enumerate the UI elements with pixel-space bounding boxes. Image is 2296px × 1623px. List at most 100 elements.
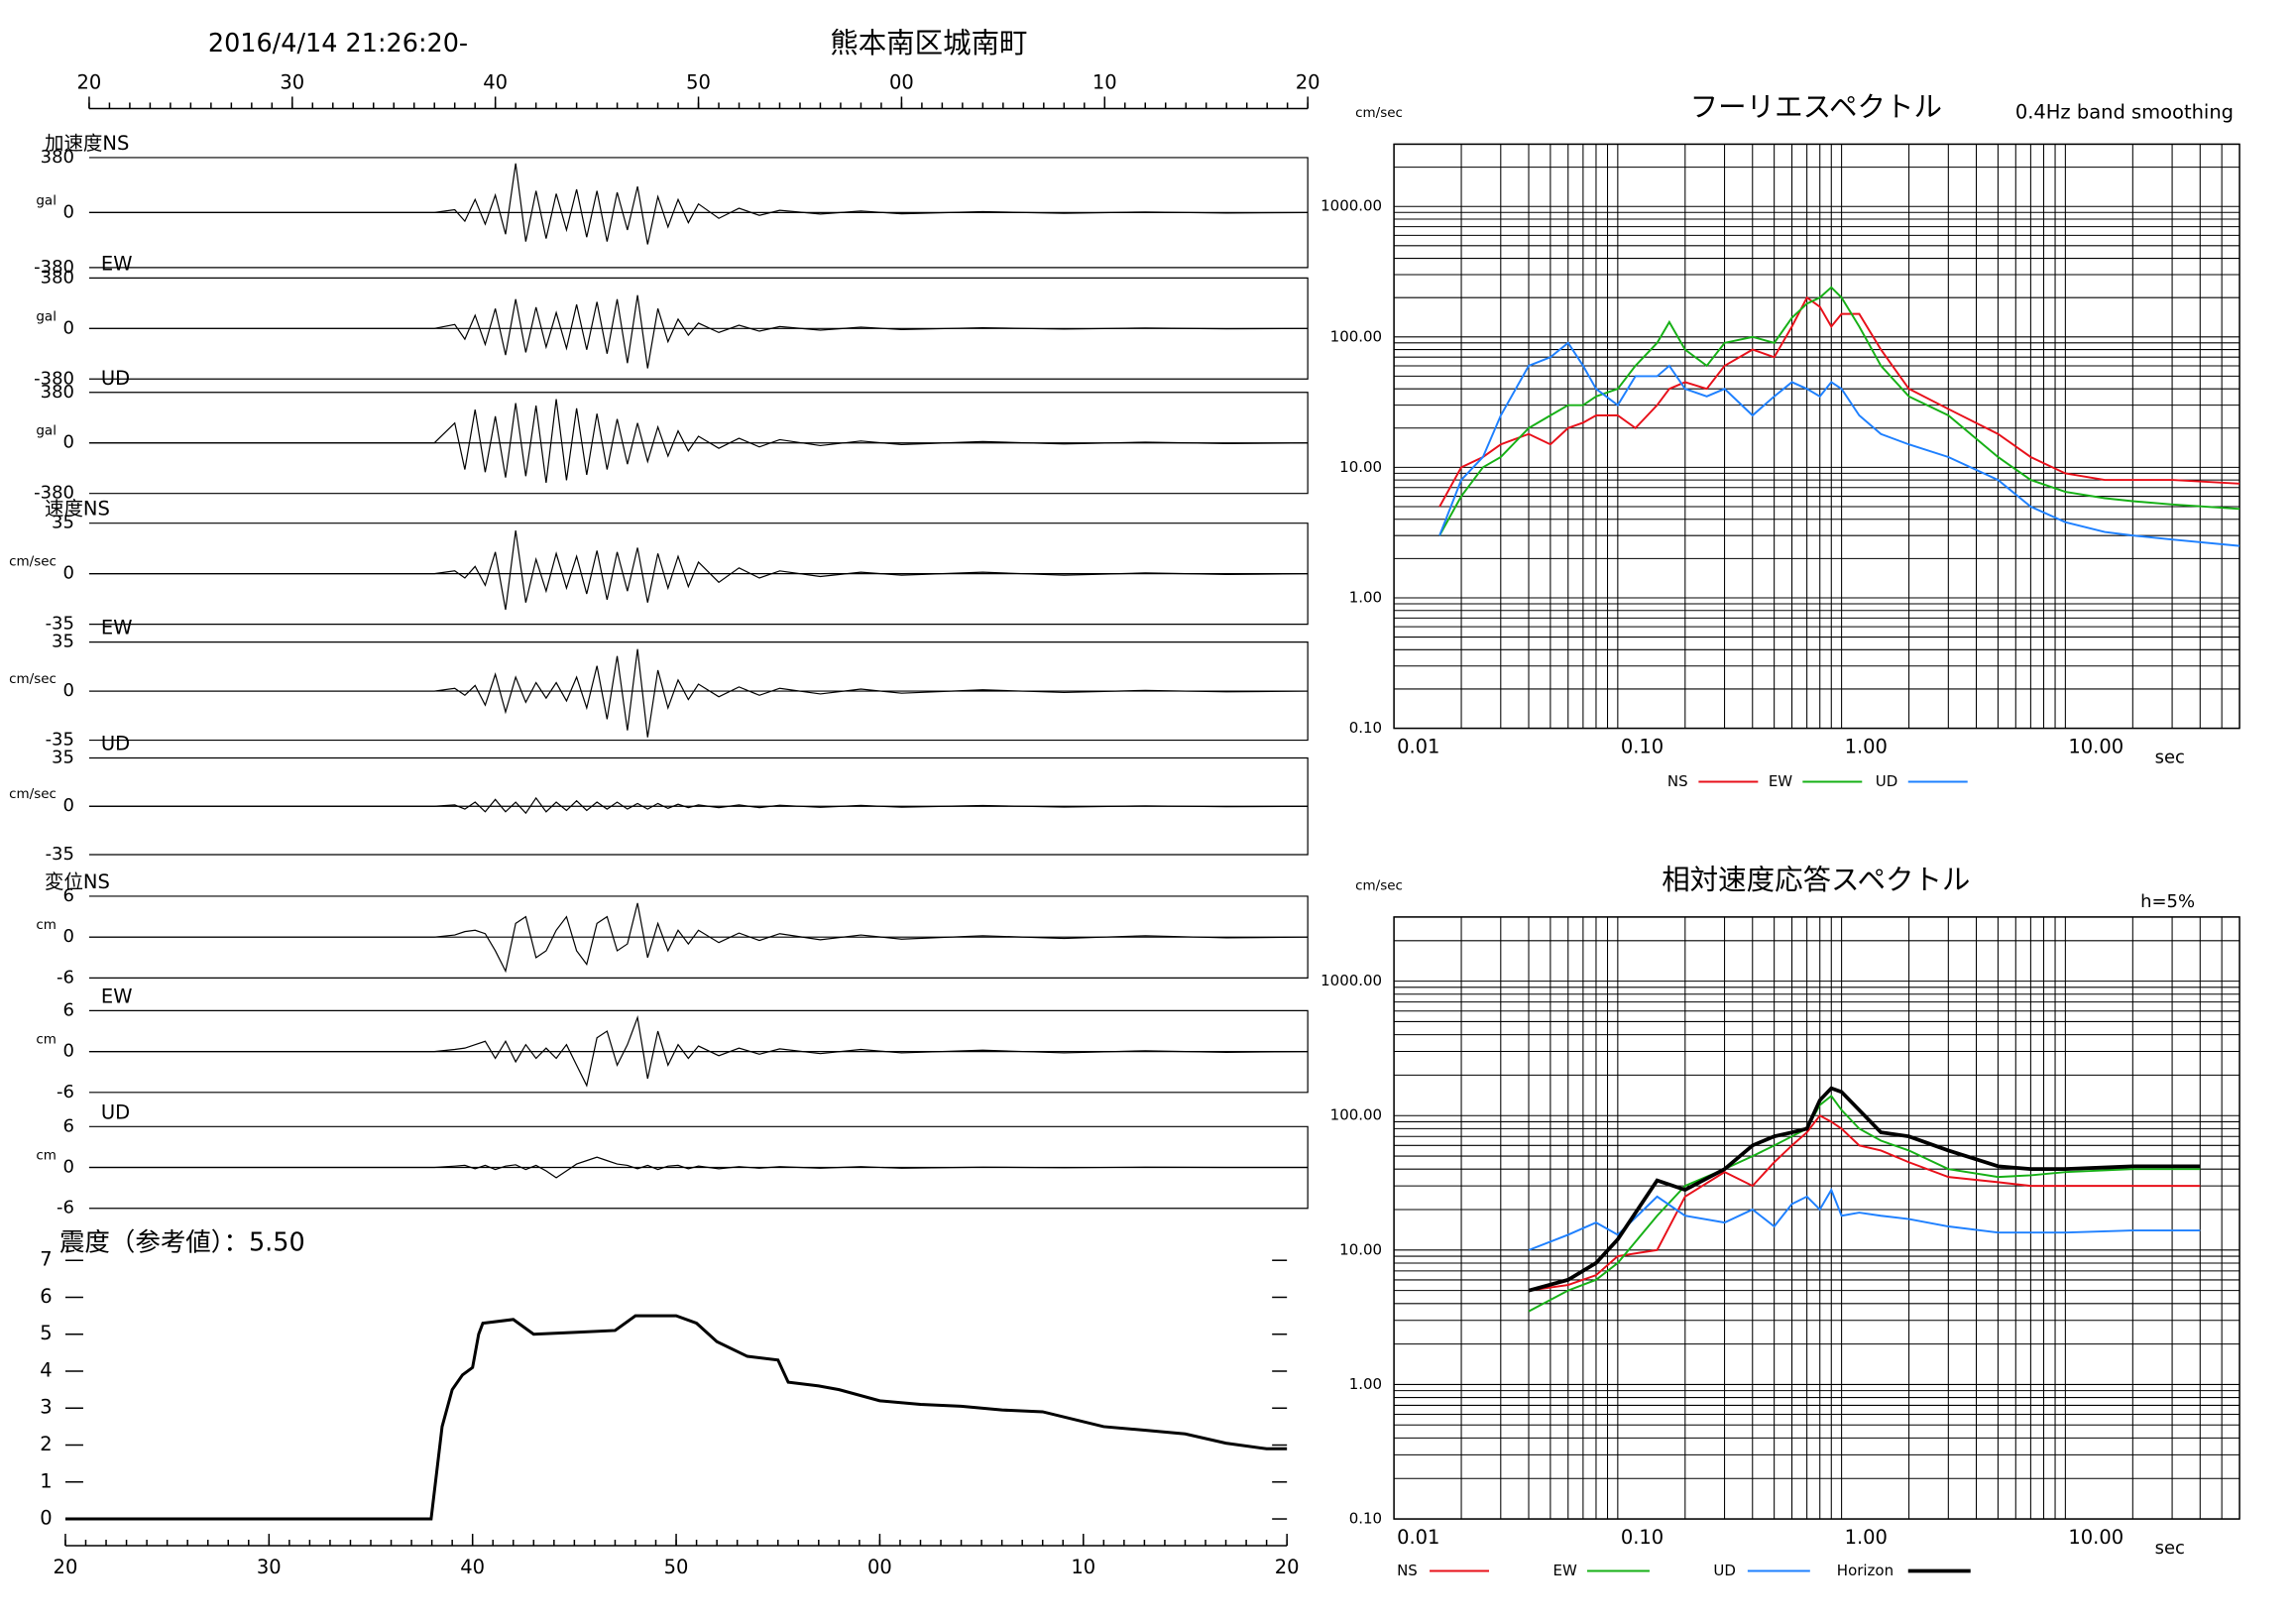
- y-tick-label: -380: [34, 483, 74, 504]
- x-tick-label: 10.00: [2068, 1526, 2124, 1549]
- y-tick-label: 2: [40, 1433, 52, 1455]
- spectrum-line: [1528, 1113, 2201, 1292]
- x-tick-label: 20: [1275, 1556, 1300, 1578]
- panel-label: 速度NS: [45, 498, 110, 521]
- x-tick-label: 0.01: [1397, 736, 1439, 758]
- legend-label: NS: [1667, 772, 1688, 790]
- y-tick-label: -380: [34, 257, 74, 278]
- spectrum-line: [1438, 341, 2240, 547]
- panel-label: 変位NS: [45, 870, 110, 893]
- spectrum-line: [1528, 1187, 2201, 1251]
- y-tick-label: -35: [46, 844, 74, 865]
- x-axis-label: sec: [2155, 1538, 2185, 1559]
- unit-label: cm: [36, 1148, 57, 1164]
- waveform: [88, 796, 1309, 815]
- unit-label: gal: [36, 423, 57, 439]
- y-tick-label: 10.00: [1339, 1240, 1382, 1258]
- chart-subtitle: 0.4Hz band smoothing: [2015, 100, 2234, 123]
- x-tick-label: 0.10: [1621, 736, 1664, 758]
- y-tick-label: 0: [63, 317, 74, 338]
- legend-label: EW: [1552, 1562, 1576, 1579]
- y-tick-label: 6: [63, 1115, 74, 1136]
- y-tick-label: 35: [52, 632, 74, 652]
- annotation: h=5%: [2140, 891, 2195, 912]
- unit-label: cm/sec: [9, 786, 57, 802]
- waveform: [88, 529, 1309, 611]
- y-axis-label: cm/sec: [1355, 105, 1403, 121]
- x-tick-label: 40: [483, 70, 508, 93]
- y-tick-label: 6: [40, 1285, 52, 1308]
- x-tick-label: 30: [280, 70, 304, 93]
- waveform: [88, 902, 1309, 974]
- y-tick-label: 0: [63, 1041, 74, 1062]
- y-tick-label: 1000.00: [1320, 197, 1382, 215]
- x-tick-label: 10.00: [2068, 736, 2124, 758]
- y-tick-label: 0.10: [1349, 719, 1382, 737]
- y-tick-label: 1.00: [1349, 588, 1382, 606]
- y-tick-label: 0: [63, 432, 74, 453]
- chart-title: 相対速度応答スペクトル: [1662, 864, 1970, 896]
- y-tick-label: 1: [40, 1469, 52, 1492]
- y-tick-label: -6: [57, 1082, 74, 1102]
- datetime: 2016/4/14 21:26:20-: [208, 29, 468, 58]
- y-tick-label: -6: [57, 1198, 74, 1218]
- y-tick-label: 5: [40, 1322, 52, 1344]
- waveform: [88, 294, 1309, 369]
- x-tick-label: 10: [1092, 70, 1117, 93]
- y-axis-label: cm/sec: [1355, 877, 1403, 893]
- panel-label: UD: [101, 367, 130, 390]
- y-tick-label: 1000.00: [1320, 972, 1382, 989]
- x-tick-label: 20: [77, 70, 102, 93]
- x-tick-label: 10: [1071, 1556, 1095, 1578]
- y-tick-label: 6: [63, 999, 74, 1020]
- unit-label: gal: [36, 308, 57, 324]
- panel-label: EW: [101, 617, 133, 639]
- plot-frame: [1393, 916, 2240, 1520]
- y-tick-label: 7: [40, 1248, 52, 1271]
- y-tick-label: 1.00: [1349, 1375, 1382, 1393]
- legend-label: NS: [1397, 1562, 1418, 1579]
- y-tick-label: 0: [63, 1157, 74, 1178]
- y-tick-label: -380: [34, 368, 74, 389]
- station: 熊本南区城南町: [830, 27, 1027, 59]
- y-tick-label: 10.00: [1339, 458, 1382, 476]
- panel-label: UD: [101, 733, 130, 755]
- y-tick-label: 0: [63, 563, 74, 584]
- y-tick-label: 380: [41, 267, 74, 288]
- x-tick-label: 50: [686, 70, 711, 93]
- chart-title: 震度（参考値）：5.50: [59, 1228, 305, 1258]
- x-tick-label: 20: [1296, 70, 1320, 93]
- x-tick-label: 20: [54, 1556, 78, 1578]
- y-tick-label: 0: [63, 201, 74, 222]
- plot-frame: [1393, 143, 2240, 730]
- y-tick-label: 0: [63, 926, 74, 947]
- legend-label: UD: [1713, 1562, 1736, 1579]
- y-tick-label: -6: [57, 967, 74, 987]
- y-tick-label: 0: [63, 680, 74, 701]
- x-tick-label: 40: [460, 1556, 485, 1578]
- panel-label: UD: [101, 1101, 130, 1123]
- x-tick-label: 00: [889, 70, 914, 93]
- waveform: [88, 648, 1309, 738]
- unit-label: cm: [36, 1032, 57, 1048]
- y-tick-label: 100.00: [1330, 1106, 1382, 1124]
- x-tick-label: 30: [257, 1556, 282, 1578]
- y-tick-label: 0: [40, 1507, 52, 1530]
- x-tick-label: 00: [867, 1556, 892, 1578]
- spectrum-line: [1528, 1086, 2201, 1293]
- y-tick-label: 0: [63, 795, 74, 816]
- y-tick-label: 35: [52, 748, 74, 768]
- x-tick-label: 1.00: [1845, 736, 1888, 758]
- x-tick-label: 1.00: [1845, 1526, 1888, 1549]
- panel-label: EW: [101, 252, 133, 275]
- y-tick-label: 100.00: [1330, 327, 1382, 345]
- unit-label: cm/sec: [9, 671, 57, 687]
- waveform: [88, 1156, 1309, 1179]
- y-tick-label: -35: [46, 614, 74, 635]
- legend-label: EW: [1769, 772, 1792, 790]
- unit-label: gal: [36, 192, 57, 208]
- y-tick-label: -35: [46, 730, 74, 751]
- y-tick-label: 6: [63, 885, 74, 906]
- x-tick-label: 0.10: [1621, 1526, 1664, 1549]
